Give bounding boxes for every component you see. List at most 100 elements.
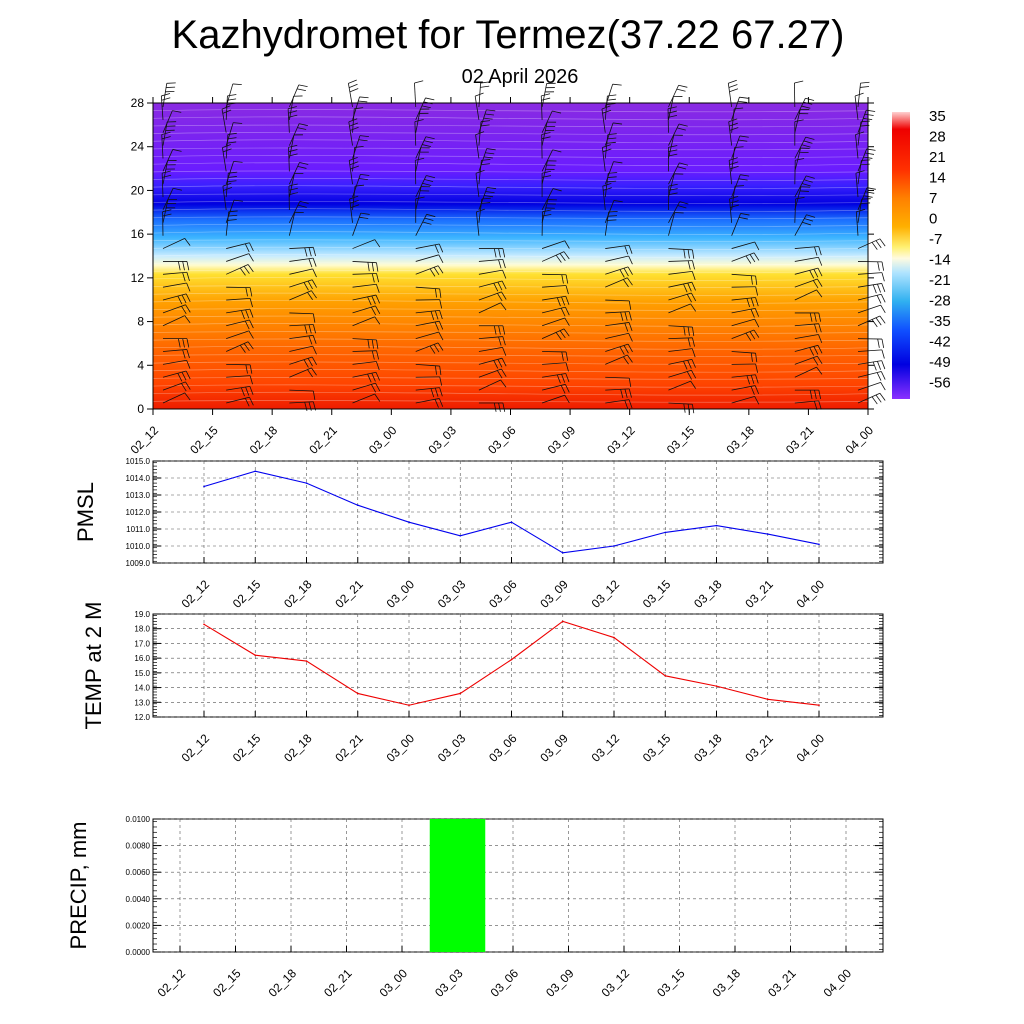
wind-barb <box>352 361 380 371</box>
wind-barb-flag <box>240 310 245 320</box>
wind-barb-flag <box>307 358 313 367</box>
wind-barb-flag <box>692 337 695 347</box>
isoline <box>152 346 869 350</box>
wind-barb-staff <box>731 396 755 404</box>
wind-barb-flag <box>564 240 570 249</box>
wind-barb <box>162 381 191 392</box>
data-point <box>613 545 615 547</box>
wind-barb-flag <box>434 399 439 408</box>
wind-barb-flag <box>312 313 316 323</box>
wind-barb <box>478 291 507 302</box>
wind-barb <box>542 362 569 372</box>
wind-barb-flag <box>376 262 379 272</box>
wind-barb <box>162 198 177 223</box>
wind-barb-flag <box>881 261 885 271</box>
wind-barb-flag <box>818 257 823 266</box>
wind-barb-staff <box>668 135 675 159</box>
isoline <box>152 185 869 189</box>
wind-barb-flag <box>754 318 760 328</box>
wind-barb-flag <box>245 386 250 396</box>
wind-barb <box>857 371 886 381</box>
wind-barb-flag <box>497 281 503 291</box>
wind-barb-staff <box>162 315 185 327</box>
wind-barb-flag <box>438 331 444 341</box>
profile-y-tick-label: 20 <box>131 183 145 197</box>
x-tick-label: 03_18 <box>710 966 744 1000</box>
wind-barb-flag <box>877 261 880 271</box>
wind-barb <box>415 213 436 236</box>
wind-barb-flag <box>683 403 686 413</box>
wind-barb-flag <box>426 175 436 179</box>
wind-barb-flag <box>181 383 187 392</box>
isoline <box>152 384 869 388</box>
wind-barb-flag <box>542 209 552 213</box>
wind-barb-flag <box>249 287 253 297</box>
wind-barb-flag <box>299 200 309 204</box>
wind-barb-flag <box>350 165 360 170</box>
wind-barb-staff <box>162 110 173 133</box>
wind-barb-flag <box>480 85 490 88</box>
wind-barb-flag <box>606 98 616 101</box>
wind-barb-staff <box>668 212 676 236</box>
wind-barb-staff <box>288 96 294 120</box>
wind-barb-flag <box>755 353 758 363</box>
wind-barb-flag <box>561 374 566 383</box>
wind-barb-flag <box>307 369 313 378</box>
wind-barb <box>162 110 182 133</box>
x-tick-label: 03_12 <box>599 966 633 1000</box>
wind-barb-flag <box>556 374 561 384</box>
wind-barb-flag <box>619 346 625 355</box>
wind-barb <box>474 92 484 120</box>
profile-y-tick-label: 28 <box>131 96 145 110</box>
profile-x-tick-label: 03_00 <box>366 423 400 457</box>
wind-barb-flag <box>690 303 697 312</box>
wind-barb-flag <box>367 296 372 306</box>
wind-barb-flag <box>803 179 813 183</box>
y-tick-label: 0.0040 <box>126 895 151 904</box>
wind-barb-flag <box>439 299 443 309</box>
wind-barb-flag <box>755 275 758 285</box>
wind-barb-flag <box>374 393 381 402</box>
x-tick-label: 03_03 <box>435 731 469 765</box>
wind-barb-flag <box>753 252 760 261</box>
y-axis-label: PMSL <box>73 482 98 542</box>
profile-x-tick-label: 03_15 <box>664 423 698 457</box>
wind-barb-flag <box>177 295 183 305</box>
wind-barb-flag <box>623 356 629 365</box>
y-tick-label: 1010.0 <box>126 542 151 551</box>
data-point <box>561 620 564 623</box>
wind-barb <box>540 93 551 120</box>
wind-barb-flag <box>430 311 435 321</box>
wind-barb <box>541 110 562 133</box>
wind-barb-flag <box>359 96 369 99</box>
wind-barb-staff <box>288 134 295 159</box>
wind-barb-flag <box>502 347 507 356</box>
wind-barb <box>478 402 506 412</box>
wind-barb <box>794 344 823 356</box>
x-tick-label: 02_12 <box>155 966 189 1000</box>
wind-barb-staff <box>794 289 817 301</box>
wind-barb-flag <box>185 304 191 313</box>
wind-barb-staff <box>226 253 250 262</box>
wind-barb <box>605 332 633 342</box>
wind-barb-flag <box>627 277 633 286</box>
wind-barb-flag <box>565 362 569 372</box>
x-tick-label: 02_21 <box>332 577 366 611</box>
wind-barb-flag <box>817 278 823 287</box>
wind-barb <box>794 400 822 411</box>
wind-barb <box>541 240 570 249</box>
wind-barb-flag <box>881 272 885 282</box>
wind-barb-flag <box>424 217 434 221</box>
wind-barb <box>731 241 760 251</box>
y-tick-label: 12.0 <box>134 713 150 722</box>
wind-barb-flag <box>502 325 506 335</box>
wind-barb-flag <box>881 349 885 359</box>
wind-barb-flag <box>561 296 566 306</box>
wind-barb-staff <box>289 312 314 315</box>
profile-y-tick-label: 4 <box>137 358 144 372</box>
wind-barb-flag <box>349 161 359 166</box>
isoline <box>152 338 869 342</box>
wind-barb-flag <box>880 371 886 380</box>
wind-barb <box>352 393 381 404</box>
wind-barb-flag <box>818 400 822 410</box>
